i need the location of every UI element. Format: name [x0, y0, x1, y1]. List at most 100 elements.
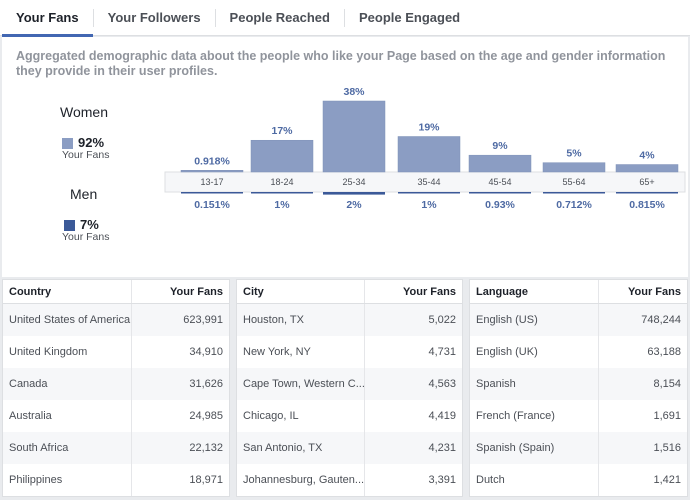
legend-men-swatch: [64, 220, 75, 231]
table-row: Canada 31,626: [3, 368, 229, 400]
row-value: 623,991: [131, 304, 229, 336]
row-name: San Antonio, TX: [243, 442, 323, 454]
table-row: English (US) 748,244: [470, 304, 687, 336]
row-name: South Africa: [9, 442, 69, 454]
row-name: Cape Town, Western C...: [243, 378, 364, 390]
bar-men-65+[interactable]: [616, 192, 678, 194]
bar-men-18-24[interactable]: [251, 192, 313, 194]
table-row: Spanish 8,154: [470, 368, 687, 400]
row-value: 34,910: [131, 336, 229, 368]
bar-label-men: 0.712%: [556, 199, 592, 211]
legend-women-title: Women: [60, 104, 108, 120]
row-name: English (UK): [476, 346, 538, 358]
row-name: Spanish (Spain): [476, 442, 555, 454]
table-row: Houston, TX 5,022: [237, 304, 462, 336]
table-row: Philippines 18,971: [3, 464, 229, 496]
table-header: City Your Fans: [237, 280, 462, 304]
row-name: Canada: [9, 378, 48, 390]
bar-label-women: 17%: [271, 125, 293, 137]
bar-label-men: 0.151%: [194, 199, 230, 211]
table-row: South Africa 22,132: [3, 432, 229, 464]
tab-your-followers[interactable]: Your Followers: [107, 10, 201, 25]
table-row: Chicago, IL 4,419: [237, 400, 462, 432]
row-value: 5,022: [364, 304, 462, 336]
panel-description: Aggregated demographic data about the pe…: [16, 49, 666, 78]
age-tick-label: 35-44: [417, 177, 440, 187]
legend-women-pct: 92%: [78, 135, 105, 150]
row-name: Australia: [9, 410, 52, 422]
row-name: Johannesburg, Gauten...: [243, 474, 364, 486]
col-header-country[interactable]: Country: [9, 285, 52, 298]
table-row: Dutch 1,421: [470, 464, 687, 496]
row-value: 3,391: [364, 464, 462, 496]
bar-label-women: 4%: [639, 150, 655, 162]
demographics-panel: Aggregated demographic data about the pe…: [2, 37, 688, 277]
legend-men-pct: 7%: [80, 217, 99, 232]
row-value: 22,132: [131, 432, 229, 464]
age-tick-label: 65+: [639, 177, 654, 187]
tab-bar: Your Fans Your Followers People Reached …: [0, 0, 690, 37]
bar-women-55-64[interactable]: [542, 162, 606, 173]
bar-men-35-44[interactable]: [398, 192, 460, 194]
row-name: Houston, TX: [243, 314, 304, 326]
col-header-fans[interactable]: Your Fans: [598, 280, 687, 303]
bar-women-45-54[interactable]: [468, 154, 532, 173]
bar-men-13-17[interactable]: [181, 192, 243, 194]
row-value: 4,563: [364, 368, 462, 400]
row-value: 1,691: [598, 400, 687, 432]
bar-label-women: 0.918%: [194, 155, 230, 167]
row-value: 4,231: [364, 432, 462, 464]
row-name: Philippines: [9, 474, 63, 486]
row-value: 1,421: [598, 464, 687, 496]
row-value: 24,985: [131, 400, 229, 432]
age-tick-label: 13-17: [200, 177, 223, 187]
row-name: United Kingdom: [9, 346, 88, 358]
bar-label-men: 1%: [421, 199, 437, 211]
bar-label-men: 2%: [346, 199, 362, 211]
row-value: 4,731: [364, 336, 462, 368]
legend-women-swatch: [62, 138, 73, 149]
table-row: French (France) 1,691: [470, 400, 687, 432]
language-table: Language Your Fans English (US) 748,244 En…: [469, 279, 688, 497]
age-tick-label: 25-34: [342, 177, 365, 187]
bar-women-35-44[interactable]: [397, 136, 461, 173]
tab-people-reached[interactable]: People Reached: [229, 10, 330, 25]
table-row: Cape Town, Western C... 4,563: [237, 368, 462, 400]
legend-men-title: Men: [70, 186, 98, 202]
bar-women-25-34[interactable]: [322, 100, 386, 173]
row-name: United States of America: [9, 314, 131, 326]
table-row: Johannesburg, Gauten... 3,391: [237, 464, 462, 496]
table-row: New York, NY 4,731: [237, 336, 462, 368]
bar-men-25-34[interactable]: [323, 192, 385, 195]
bar-women-65+[interactable]: [615, 164, 679, 173]
tab-your-fans[interactable]: Your Fans: [2, 0, 93, 37]
tab-divider: [214, 8, 216, 27]
bar-women-13-17[interactable]: [180, 170, 244, 173]
col-header-fans[interactable]: Your Fans: [364, 280, 462, 303]
bar-women-18-24[interactable]: [250, 139, 314, 173]
table-row: Australia 24,985: [3, 400, 229, 432]
row-name: Spanish: [476, 378, 516, 390]
bar-men-55-64[interactable]: [543, 192, 605, 194]
tab-people-engaged[interactable]: People Engaged: [358, 10, 461, 25]
table-row: United States of America 623,991: [3, 304, 229, 336]
table-header: Language Your Fans: [470, 280, 687, 304]
bar-label-men: 1%: [274, 199, 290, 211]
bar-label-women: 38%: [343, 86, 365, 98]
legend-women-sub: Your Fans: [62, 149, 110, 161]
country-table: Country Your Fans United States of Ameri…: [2, 279, 230, 497]
row-name: Dutch: [476, 474, 505, 486]
col-header-language[interactable]: Language: [476, 285, 528, 298]
bar-label-women: 5%: [566, 148, 582, 160]
row-name: French (France): [476, 410, 555, 422]
bar-men-45-54[interactable]: [469, 192, 531, 194]
row-name: English (US): [476, 314, 538, 326]
row-name: New York, NY: [243, 346, 311, 358]
row-value: 4,419: [364, 400, 462, 432]
col-header-fans[interactable]: Your Fans: [131, 280, 229, 303]
table-row: Spanish (Spain) 1,516: [470, 432, 687, 464]
bar-label-men: 0.815%: [629, 199, 665, 211]
table-header: Country Your Fans: [3, 280, 229, 304]
row-value: 1,516: [598, 432, 687, 464]
col-header-city[interactable]: City: [243, 285, 264, 298]
